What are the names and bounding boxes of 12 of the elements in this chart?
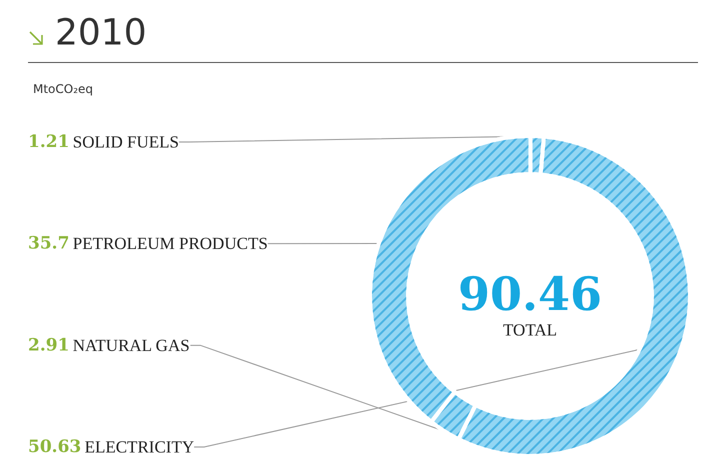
- slice-label: PETROLEUM PRODUCTS: [72, 234, 268, 254]
- slice-label: ELECTRICITY: [84, 438, 194, 456]
- data-label: 2.91: [28, 335, 70, 356]
- chart-subtitle: MtoCO₂eq: [33, 82, 94, 96]
- data-label: 1.21: [28, 132, 70, 152]
- data-label: 50.63: [28, 437, 82, 457]
- slice-label: NATURAL GAS: [72, 336, 190, 355]
- text: 90.46: [458, 267, 602, 321]
- slice-label: SOLID FUELS: [72, 132, 180, 152]
- chart-title: 2010: [55, 12, 147, 54]
- text: TOTAL: [502, 320, 558, 340]
- data-label: 35.7: [28, 234, 70, 254]
